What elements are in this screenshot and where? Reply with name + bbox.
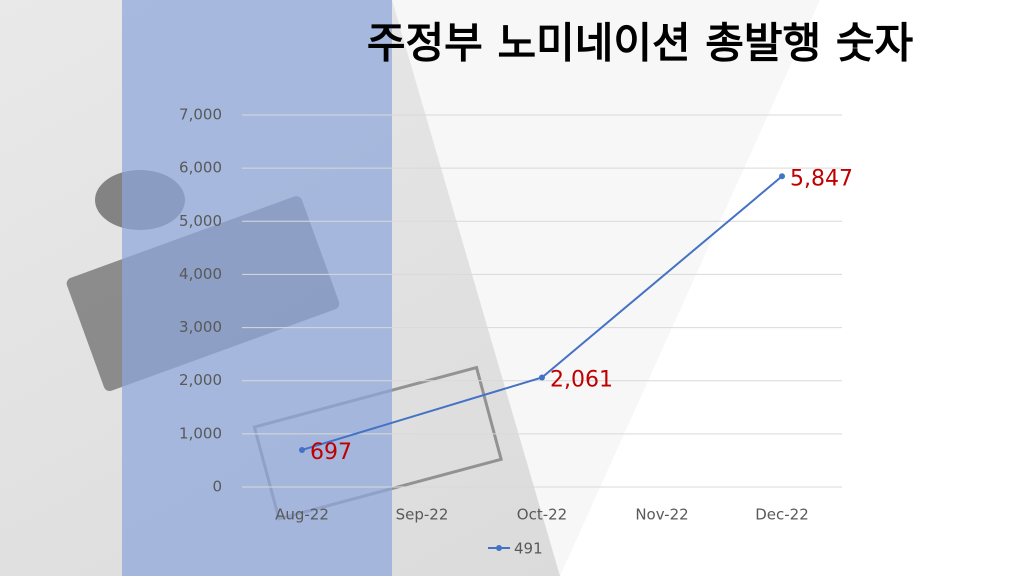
x-tick-label: Oct-22	[517, 506, 567, 524]
y-tick-label: 5,000	[179, 212, 222, 230]
y-tick-label: 2,000	[179, 371, 222, 389]
legend-label: 491	[514, 540, 543, 558]
y-tick-label: 3,000	[179, 318, 222, 336]
x-tick-label: Nov-22	[635, 506, 688, 524]
x-tick-label: Sep-22	[396, 506, 449, 524]
data-label: 2,061	[550, 367, 613, 392]
white-wedge	[560, 0, 1024, 576]
legend-marker	[496, 545, 502, 551]
data-point	[299, 446, 305, 453]
data-point	[539, 374, 545, 381]
data-label: 5,847	[790, 166, 853, 191]
data-point	[779, 173, 785, 180]
y-tick-label: 7,000	[179, 106, 222, 124]
data-label: 697	[310, 440, 352, 465]
blue-panel	[122, 0, 392, 576]
x-tick-label: Dec-22	[755, 506, 809, 524]
y-tick-label: 4,000	[179, 265, 222, 283]
x-tick-label: Aug-22	[275, 506, 329, 524]
y-tick-label: 6,000	[179, 159, 222, 177]
y-tick-label: 0	[212, 478, 222, 496]
y-tick-label: 1,000	[179, 424, 222, 442]
chart-title: 주정부 노미네이션 총발행 숫자	[367, 19, 914, 68]
